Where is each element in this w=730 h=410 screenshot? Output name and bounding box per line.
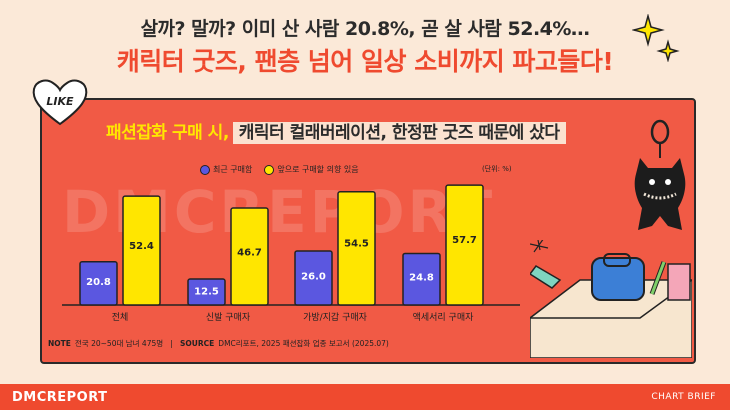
legend-label-intent: 앞으로 구매할 의향 있음 (277, 165, 359, 174)
note-label: NOTE (48, 339, 71, 348)
category-label-2: 가방/지갑 구매자 (303, 311, 368, 323)
source-text: DMC리포트, 2025 패션잡화 업종 보고서 (2025.07) (218, 339, 389, 348)
footer-tag: CHART BRIEF (651, 392, 716, 402)
subtitle-part1: 패션잡화 구매 시, (106, 123, 229, 143)
unit-label: (단위: %) (482, 165, 512, 173)
source-label: SOURCE (180, 339, 215, 348)
headline-main: 캐릭터 굿즈, 팬층 넘어 일상 소비까지 파고들다! (116, 47, 614, 76)
data-label-intent-2: 54.5 (344, 239, 369, 250)
bar-intent-2 (337, 191, 376, 306)
legend-item-recent: 최근 구매함 (200, 164, 252, 175)
desk-goods-illustration (530, 240, 692, 358)
category-label-3: 액세서리 구매자 (413, 311, 475, 323)
category-label-1: 신발 구매자 (206, 312, 251, 323)
data-label-recent-0: 20.8 (86, 277, 111, 288)
bar-intent-0 (122, 195, 161, 306)
data-label-recent-2: 26.0 (301, 271, 326, 282)
bar-recent-1 (187, 278, 226, 306)
bar-recent-2 (294, 250, 333, 306)
footer-bar: DMCREPORT CHART BRIEF (0, 384, 730, 410)
category-label-0: 전체 (112, 312, 129, 323)
bar-intent-3 (445, 184, 484, 306)
data-label-recent-3: 24.8 (409, 273, 434, 284)
bar-intent-1 (230, 207, 269, 306)
subtitle-part2: 캐릭터 컬래버레이션, 한정판 굿즈 때문에 샀다 (232, 122, 566, 144)
legend-item-intent: 앞으로 구매할 의향 있음 (264, 164, 359, 175)
legend-swatch-intent (264, 164, 275, 175)
badge-text: LIKE (46, 95, 74, 108)
data-label-intent-3: 57.7 (452, 235, 477, 246)
chart-subtitle: 패션잡화 구매 시, 캐릭터 컬래버레이션, 한정판 굿즈 때문에 샀다 (106, 118, 566, 144)
data-label-recent-1: 12.5 (194, 287, 219, 298)
note-text: 전국 20~50대 남녀 475명 (74, 339, 164, 348)
note-divider: | (165, 339, 178, 348)
bar-recent-0 (79, 261, 118, 306)
heart-like-icon: LIKE (32, 79, 88, 126)
legend-swatch-recent (200, 164, 210, 175)
footer-logo: DMCREPORT (12, 390, 108, 405)
data-label-intent-1: 46.7 (237, 248, 262, 259)
keychain-plush-icon (634, 119, 686, 230)
bar-recent-3 (402, 252, 441, 306)
sparkle-icon (632, 14, 680, 62)
headline-question: 살까? 말까? 이미 산 사람 20.8%, 곧 살 사람 52.4%… (140, 18, 590, 40)
data-label-intent-0: 52.4 (129, 241, 154, 252)
chart-note: NOTE 전국 20~50대 남녀 475명 | SOURCE DMC리포트, 20… (48, 338, 389, 349)
legend-label-recent: 최근 구매함 (213, 165, 253, 174)
chart-legend: 최근 구매함 앞으로 구매할 의향 있음 (200, 164, 359, 175)
